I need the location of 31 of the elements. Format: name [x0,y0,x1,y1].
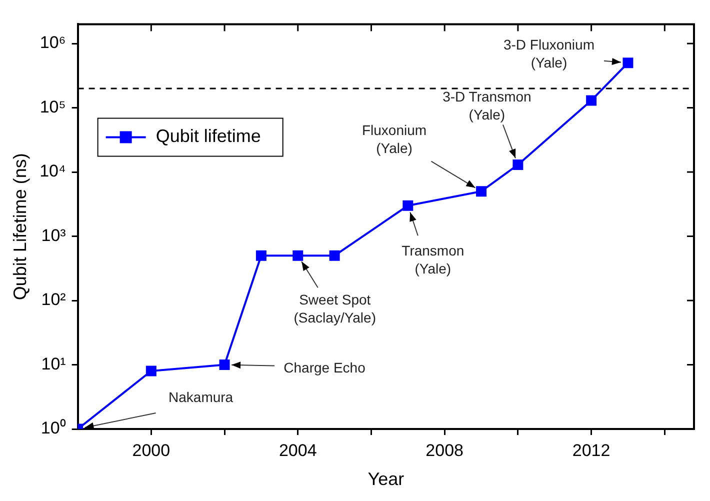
annotation: Sweet Spot (Saclay/Yale) [294,291,376,326]
point [256,250,266,261]
y-tick-label: 10⁵ [40,97,66,116]
x-tick-label: 2012 [572,440,610,460]
point [586,95,597,106]
annotation: Charge Echo [284,360,366,376]
point [622,58,634,68]
y-tick-label: 10⁰ [40,418,66,438]
y-tick-label: 10² [41,290,66,310]
point [512,159,524,170]
x-tick-label: 2000 [132,440,170,460]
point [146,366,156,376]
point [329,250,340,261]
point [476,186,487,197]
annotation: 3-D Transmon (Yale) [442,88,532,123]
x-tick-label: 2008 [426,440,464,460]
y-tick-label: 10⁴ [40,162,66,181]
x-tick-label: 2004 [278,440,317,460]
legend-label: Qubit lifetime [156,126,261,146]
x-axis-title: Year [368,469,404,490]
y-tick-label: 10⁶ [40,33,66,52]
annotation: Fluxonium (Yale) [362,122,427,156]
annotation: 3-D Fluxonium (Yale) [503,36,594,71]
annotation: Nakamura [168,388,234,405]
point [292,250,304,261]
y-tick-label: 10¹ [41,354,66,374]
point [402,200,414,211]
annotation: Transmon (Yale) [402,242,464,276]
point [219,360,230,370]
y-axis-title: Qubit Lifetime (ns) [10,153,30,300]
y-tick-label: 10³ [41,226,66,245]
